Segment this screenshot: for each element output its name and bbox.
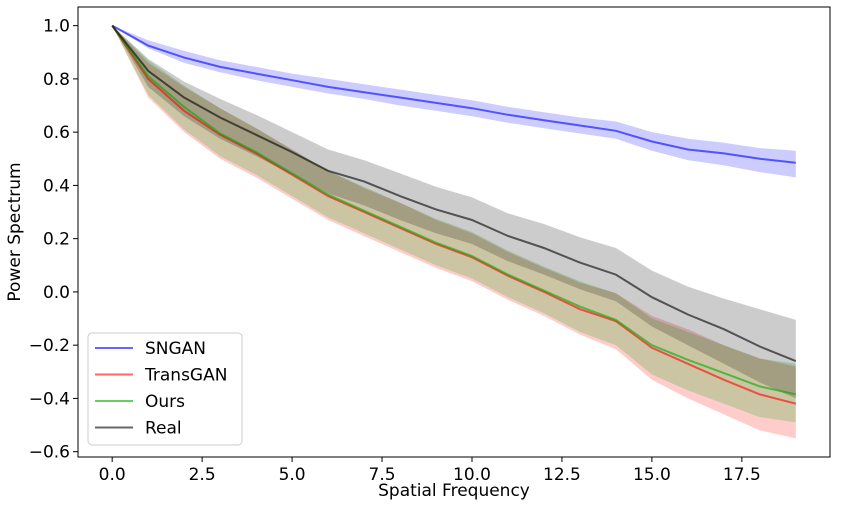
- y-tick-label: 0.4: [43, 176, 70, 196]
- legend-label-sngan: SNGAN: [145, 339, 206, 359]
- y-tick-label: 0.2: [43, 230, 70, 250]
- line-transgan: [111, 25, 797, 405]
- band-real: [112, 25, 796, 399]
- line-sngan: [111, 24, 796, 164]
- y-tick-label: 1.0: [43, 17, 70, 37]
- legend-label-ours: Ours: [145, 392, 185, 412]
- x-tick-label: 17.5: [723, 465, 761, 485]
- series-lines: [111, 24, 797, 405]
- y-axis-label: Power Spectrum: [5, 162, 25, 301]
- line-real: [111, 24, 797, 363]
- plot-frame: [77, 6, 831, 458]
- legend-label-transgan: TransGAN: [144, 366, 227, 386]
- y-tick-label: 0.8: [43, 70, 70, 90]
- y-tick-label: −0.6: [29, 443, 70, 463]
- legend-label-real: Real: [145, 419, 182, 439]
- y-tick-label: 0.6: [43, 123, 70, 143]
- x-axis-label: Spatial Frequency: [378, 481, 530, 501]
- x-tick-label: 0.0: [99, 465, 126, 485]
- band-transgan: [112, 25, 796, 439]
- x-tick-label: 12.5: [543, 465, 581, 485]
- confidence-bands: [112, 25, 796, 439]
- x-tick-label: 2.5: [189, 465, 216, 485]
- y-tick-label: 0.0: [43, 283, 70, 303]
- legend-box: [87, 332, 243, 446]
- x-tick-label: 15.0: [633, 465, 671, 485]
- y-tick-label: −0.2: [29, 336, 70, 356]
- legend: SNGAN TransGAN Ours Real: [87, 332, 243, 446]
- x-tick-label: 5.0: [279, 465, 306, 485]
- y-axis-ticks: 1.0 0.8 0.6 0.4 0.2 0.0 −0.2 −0.4 −0.6: [29, 17, 78, 463]
- y-tick-label: −0.4: [29, 389, 70, 409]
- x-tick-label: 7.5: [369, 465, 396, 485]
- line-ours: [111, 25, 797, 396]
- x-tick-label: 10.0: [453, 465, 491, 485]
- x-axis-ticks: 0.0 2.5 5.0 7.5 10.0 12.5 15.0 17.5: [99, 457, 761, 485]
- band-sngan: [112, 25, 796, 178]
- band-ours: [112, 25, 796, 423]
